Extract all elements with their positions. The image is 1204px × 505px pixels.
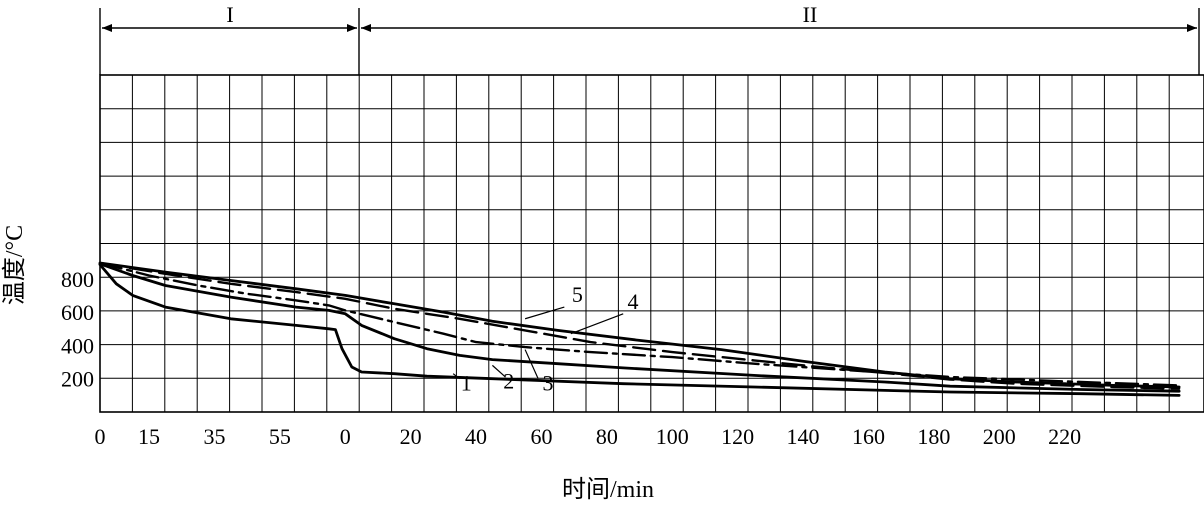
callout-label-5: 5 <box>572 282 583 307</box>
grid <box>99 74 1204 413</box>
x-tick-label: 80 <box>596 424 618 449</box>
x-tick-label: 0 <box>95 424 106 449</box>
series-line-2 <box>98 262 1181 393</box>
callout-leader-4 <box>570 313 624 335</box>
callout-label-2: 2 <box>503 369 514 394</box>
series-lines <box>98 261 1181 397</box>
stage-label-II: II <box>803 2 818 27</box>
stage-2-arrowhead-right <box>1187 24 1197 32</box>
x-tick-label: 100 <box>656 424 689 449</box>
x-tick-label: 120 <box>721 424 754 449</box>
x-tick-label: 15 <box>138 424 160 449</box>
stage-1-arrowhead-right <box>347 24 357 32</box>
callout-leader-2 <box>492 364 506 378</box>
callout-label-1: 1 <box>461 370 472 395</box>
series-line-5 <box>98 261 1181 389</box>
x-tick-label: 55 <box>269 424 291 449</box>
x-tick-label: 40 <box>465 424 487 449</box>
x-tick-label: 180 <box>917 424 950 449</box>
stage-indicators: I II <box>99 2 1200 75</box>
x-axis-title: 时间/min <box>562 476 654 503</box>
stage-1-arrowhead-left <box>102 24 112 32</box>
y-tick-label: 800 <box>61 267 94 292</box>
y-tick-label: 400 <box>61 333 94 358</box>
callout-label-4: 4 <box>628 289 639 314</box>
curve-callouts: 1 2 3 4 5 <box>452 282 639 395</box>
callout-leader-5 <box>524 306 565 320</box>
series-line-3 <box>98 261 1181 387</box>
callout-leader-1 <box>452 373 461 380</box>
callout-leader-3 <box>524 349 539 379</box>
x-tick-label: 200 <box>983 424 1016 449</box>
x-tick-label: 60 <box>530 424 552 449</box>
stage-label-I: I <box>226 2 233 27</box>
x-tick-labels: 0 15 35 55 0 20 40 60 80 100 120 140 160 180 200 220 <box>95 424 1082 449</box>
y-axis-title: 温度/°C <box>1 225 28 305</box>
x-tick-label: 35 <box>203 424 225 449</box>
x-tick-label: 0 <box>340 424 351 449</box>
y-tick-label: 200 <box>61 367 94 392</box>
x-tick-label: 140 <box>787 424 820 449</box>
x-tick-label: 220 <box>1048 424 1081 449</box>
series-line-1 <box>98 263 1181 397</box>
stage-2-arrowhead-left <box>361 24 371 32</box>
y-tick-label: 600 <box>61 300 94 325</box>
callout-label-3: 3 <box>542 370 553 395</box>
x-tick-label: 20 <box>400 424 422 449</box>
x-tick-label: 160 <box>852 424 885 449</box>
y-tick-labels: 200 400 600 800 <box>61 267 94 392</box>
